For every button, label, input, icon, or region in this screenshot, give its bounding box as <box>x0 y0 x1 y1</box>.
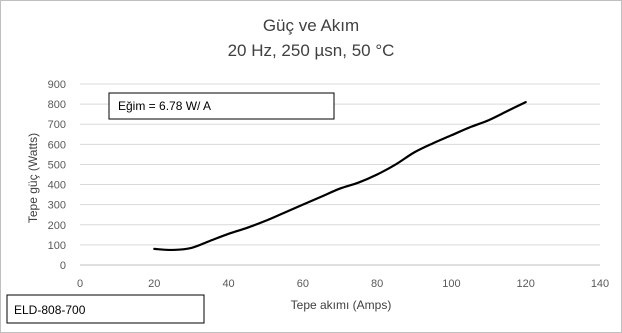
series-layer <box>153 101 527 252</box>
y-tick-label: 900 <box>48 79 66 91</box>
slope-annotation: Eğim = 6.78 W/ A <box>118 99 211 113</box>
tick-labels: 0 100 200 300 400 500 600 700 800 900 0 20 40 60 80 100… <box>48 79 610 290</box>
y-tick-label: 600 <box>48 139 66 151</box>
y-axis-title: Tepe güç (Watts) <box>26 133 40 223</box>
gridlines <box>80 83 600 246</box>
y-tick-label: 700 <box>48 119 66 131</box>
y-tick-label: 0 <box>60 260 66 272</box>
series-line <box>153 101 527 252</box>
footer-label-box: ELD-808-700 <box>6 294 205 324</box>
x-tick-label: 100 <box>442 278 460 290</box>
y-tick-label: 300 <box>48 200 66 212</box>
x-axis-title: Tepe akımı (Amps) <box>291 298 392 312</box>
x-tick-label: 120 <box>517 278 535 290</box>
y-tick-label: 500 <box>48 159 66 171</box>
footer-label: ELD-808-700 <box>14 303 86 317</box>
x-tick-label: 60 <box>297 278 309 290</box>
y-tick-label: 200 <box>48 220 66 232</box>
x-tick-label: 0 <box>77 278 83 290</box>
y-tick-label: 100 <box>48 240 66 252</box>
chart-subtitle: 20 Hz, 250 µsn, 50 °C <box>228 41 395 60</box>
slope-annotation-frame <box>108 92 335 120</box>
chart-title: Güç ve Akım <box>263 16 359 35</box>
x-tick-label: 80 <box>371 278 383 290</box>
y-tick-label: 400 <box>48 180 66 192</box>
x-tick-label: 40 <box>222 278 234 290</box>
footer-label-frame <box>6 294 205 324</box>
x-tick-label: 140 <box>591 278 609 290</box>
x-tick-label: 20 <box>148 278 160 290</box>
slope-annotation-box: Eğim = 6.78 W/ A <box>108 92 335 120</box>
y-tick-label: 800 <box>48 99 66 111</box>
